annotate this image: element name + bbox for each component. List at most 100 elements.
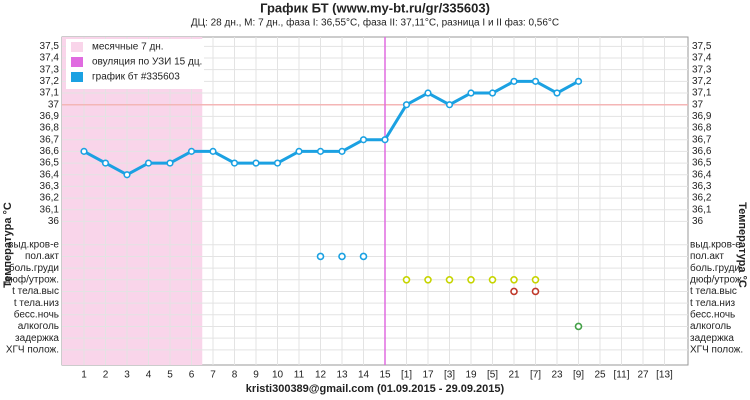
point [424, 89, 432, 97]
x-tick-label: [13] [656, 370, 673, 381]
legend-label: месячные 7 дн. [92, 42, 164, 53]
x-tick-label: 21 [508, 370, 520, 381]
x-tick-label: 7 [210, 370, 216, 381]
x-tick-label: [1] [401, 370, 412, 381]
x-tick-label: 6 [189, 370, 195, 381]
point [338, 147, 346, 155]
y-axis-title: Температура °С [2, 202, 14, 288]
x-tick-label: 12 [315, 370, 327, 381]
point [445, 101, 454, 109]
legend-box [66, 39, 204, 89]
x-tick-label: 10 [272, 370, 284, 381]
y-tick-label-right: 36,5 [692, 158, 712, 169]
legend-swatch [71, 72, 83, 82]
legend-swatch [71, 42, 83, 52]
y-axis-title-right: Температура °С [736, 202, 748, 288]
symptom-mark [359, 252, 368, 261]
legend-swatch [71, 57, 83, 67]
y-tick-label: 36,7 [40, 134, 60, 145]
x-tick-label: 13 [336, 370, 348, 381]
y-tick-label: 37,4 [40, 53, 60, 64]
symptom-mark [338, 252, 346, 261]
row-label-right: t тела.низ [690, 298, 736, 309]
row-label-right: бесс.ночь [690, 308, 735, 320]
x-tick-label: 27 [637, 370, 649, 381]
x-tick-label: 2 [103, 370, 109, 381]
symptom-mark [531, 275, 540, 284]
point [144, 159, 153, 167]
point [531, 77, 540, 85]
point [273, 159, 282, 167]
x-tick-label: [5] [487, 370, 498, 381]
y-tick-label: 36,6 [40, 146, 60, 157]
symptom-mark [510, 287, 518, 296]
y-tick-label-right: 36,3 [692, 181, 712, 192]
point [295, 147, 303, 155]
y-tick-label: 36,9 [40, 111, 60, 122]
row-label-right: задержка [690, 333, 734, 344]
symptom-mark [574, 322, 583, 331]
row-label: дюф/утрож. [5, 273, 59, 285]
y-tick-label-right: 36,4 [692, 169, 712, 180]
symptom-mark [510, 275, 518, 284]
x-tick-label: 8 [232, 370, 238, 381]
point [101, 159, 110, 167]
row-label: t тела.низ [14, 298, 60, 309]
legend-label: овуляция по УЗИ 15 дц. [92, 57, 202, 68]
y-tick-label: 37,5 [40, 41, 60, 52]
point [553, 89, 561, 97]
y-tick-label-right: 37,3 [692, 64, 712, 75]
y-tick-label: 36,2 [40, 193, 60, 204]
row-label: бесс.ночь [14, 308, 59, 320]
y-tick-label-right: 36,8 [692, 123, 712, 134]
x-tick-label: 4 [146, 370, 152, 381]
x-tick-label: 3 [124, 370, 130, 381]
row-label: ХГЧ полож. [6, 344, 59, 355]
x-tick-label: 11 [294, 370, 305, 381]
y-tick-label: 36,5 [40, 158, 60, 169]
point [316, 147, 325, 155]
point [80, 147, 88, 155]
y-tick-label: 37 [48, 99, 60, 110]
point [381, 136, 389, 144]
row-label: задержка [15, 333, 59, 344]
y-tick-label: 36,1 [40, 204, 60, 215]
point [209, 147, 217, 155]
y-tick-label-right: 37,1 [692, 88, 712, 99]
symptom-mark [531, 287, 540, 296]
point [359, 136, 368, 144]
y-tick-label: 37,2 [40, 76, 60, 87]
y-tick-label-right: 36,2 [692, 193, 712, 204]
x-tick-label: 1 [81, 370, 87, 381]
point [467, 89, 475, 97]
point [488, 89, 497, 97]
x-tick-label: [7] [530, 370, 541, 381]
point [510, 77, 518, 85]
x-tick-label: 14 [358, 370, 370, 381]
y-tick-label: 36,3 [40, 181, 60, 192]
symptom-mark [445, 275, 454, 284]
symptom-mark [402, 275, 411, 284]
point [402, 101, 411, 109]
x-tick-label: 9 [253, 370, 259, 381]
point [230, 159, 239, 167]
y-tick-label: 36,8 [40, 123, 60, 134]
y-tick-label: 36,4 [40, 169, 60, 180]
y-tick-label: 36 [48, 216, 60, 227]
point [252, 159, 260, 167]
row-label-right: t тела.выс [690, 286, 737, 297]
y-tick-label-right: 37 [692, 99, 704, 110]
y-tick-label-right: 36 [692, 216, 704, 227]
y-tick-label-right: 37,2 [692, 76, 712, 87]
x-tick-label: [9] [573, 370, 584, 381]
row-label: t тела.выс [12, 286, 59, 297]
row-label-right: выд.кров-е [690, 239, 741, 250]
row-label-right: ХГЧ полож. [690, 344, 743, 355]
point [574, 77, 583, 85]
y-tick-label-right: 37,4 [692, 53, 712, 64]
symptom-mark [488, 275, 497, 284]
y-tick-label-right: 37,5 [692, 41, 712, 52]
row-label: выд.кров-е [8, 239, 59, 250]
chart-subtitle: ДЦ: 28 дн., М: 7 дн., фаза I: 36,55°С, ф… [191, 17, 559, 29]
